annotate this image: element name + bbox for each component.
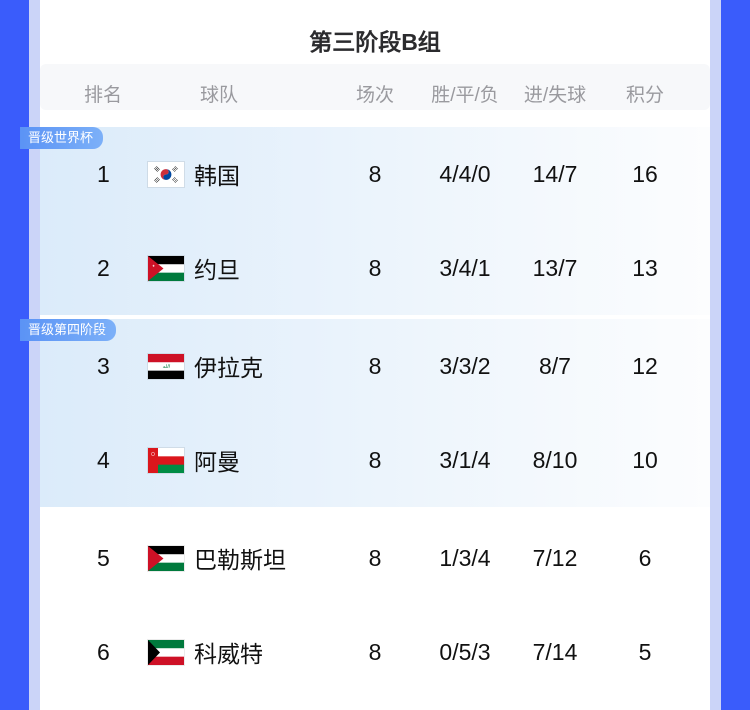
svg-text:الله: الله	[162, 363, 170, 369]
